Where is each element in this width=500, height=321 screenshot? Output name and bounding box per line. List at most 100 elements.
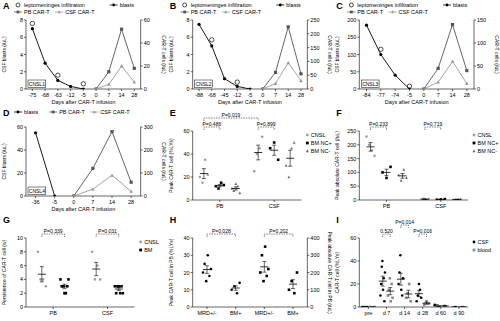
marker [133, 80, 137, 83]
marker [205, 280, 208, 283]
tick-label: 8 [187, 17, 190, 23]
tick-label: 2 [187, 69, 190, 75]
series-line [367, 25, 410, 89]
marker [210, 38, 214, 42]
tick-label: -68 [41, 92, 49, 98]
marker [269, 147, 272, 150]
tick-label: MRD+/- [197, 310, 216, 316]
marker [405, 176, 408, 179]
mean-line [115, 289, 123, 290]
series-line [263, 27, 301, 89]
tick-label: 6 [20, 34, 23, 40]
error-bar [218, 184, 222, 186]
marker [465, 82, 469, 85]
marker [274, 71, 277, 74]
legend-label: CNSL [311, 132, 326, 138]
p-value: P=0.016 [413, 228, 432, 234]
x-axis-title: Days after CAR-T infusion [51, 206, 115, 212]
series-line [96, 66, 134, 89]
figure: Aleptomeninges infiltrationblastsPB CAR-… [0, 0, 500, 321]
marker [368, 144, 371, 147]
panel-letter: H [170, 215, 177, 225]
marker [65, 292, 68, 295]
tick-label: 28 [131, 92, 137, 98]
tick-label: 0 [353, 197, 356, 203]
annotation-box [361, 80, 379, 88]
tick-label: 150 [477, 17, 486, 23]
marker [236, 85, 239, 88]
p-value: P=0.019 [222, 112, 241, 118]
tick-label: 14 [285, 92, 291, 98]
y-axis-title: Peak absolute CAR-T cell (/uL) [334, 131, 340, 200]
error-bar [424, 302, 428, 304]
plot-area [199, 135, 296, 194]
y-axis-title: CSF blasts (/uL) [334, 36, 340, 72]
marker [437, 67, 440, 70]
tick [24, 196, 26, 197]
marker [201, 181, 204, 184]
tick-label: 0 [187, 86, 190, 92]
plot-area [202, 245, 299, 294]
tick-label: -5 [52, 199, 57, 205]
marker [415, 300, 418, 303]
p-value: 0.520 [380, 228, 393, 234]
tick-label: 7 [274, 92, 277, 98]
marker [94, 278, 97, 281]
bracket [204, 118, 258, 121]
tick-label: 7 [107, 92, 110, 98]
tick-label: 60 [144, 17, 150, 23]
tick-label: 200 [347, 142, 356, 148]
series-line [424, 61, 467, 89]
legend-marker [17, 11, 20, 14]
y2-axis-title: CAR-T cells (/uL) [161, 142, 167, 181]
tick-label: 20 [144, 63, 150, 69]
panel: G0246810PBCSFPersistence of CAR-T cell (… [1, 215, 159, 316]
tick [141, 173, 143, 174]
tick [141, 196, 143, 197]
marker [238, 282, 241, 285]
marker [223, 77, 226, 80]
tick [141, 20, 143, 21]
marker [120, 285, 123, 288]
error-bar [234, 286, 238, 290]
marker [436, 80, 440, 83]
tick-label: 100 [477, 40, 486, 46]
error-bar [202, 169, 206, 179]
tick-label: 4 [20, 52, 23, 58]
y-axis-title: CAR-T cell (%LYs) [334, 251, 340, 293]
legend-marker [93, 110, 96, 113]
marker [91, 251, 94, 254]
panel-letter: F [336, 108, 342, 118]
tick-label: CSF [269, 203, 281, 209]
tick-label: 150 [347, 156, 356, 162]
error-bar [400, 174, 404, 179]
x-axis-line [26, 196, 141, 197]
tick-label: 50 [477, 63, 483, 69]
marker [385, 177, 388, 180]
marker [380, 283, 383, 286]
tick-label: 250 [347, 128, 356, 134]
tick-label: 150 [310, 45, 319, 51]
marker [42, 278, 45, 281]
tick [24, 37, 26, 38]
legend-line [14, 12, 22, 13]
legend-label: BM NC- [478, 148, 498, 154]
tick [191, 54, 193, 55]
tick-label: BM+ [287, 310, 298, 316]
mean-line [422, 303, 430, 304]
legend-marker [473, 241, 476, 244]
marker [91, 187, 95, 190]
tick [24, 173, 26, 174]
legend-label: blasts [120, 2, 135, 8]
tick-label: CSF [435, 203, 447, 209]
tick [24, 71, 26, 72]
tick-label: 10 [17, 235, 23, 241]
marker [400, 179, 403, 182]
tick-label: 40 [350, 258, 356, 264]
marker [418, 283, 421, 286]
tick-label: 150 [347, 34, 356, 40]
tick-label: -5 [248, 92, 253, 98]
y-axis-title: Peak CAR-T cell in PB (%LYs) [168, 238, 174, 306]
legend-label: BM [144, 247, 153, 253]
tick-label: -84 [363, 92, 371, 98]
